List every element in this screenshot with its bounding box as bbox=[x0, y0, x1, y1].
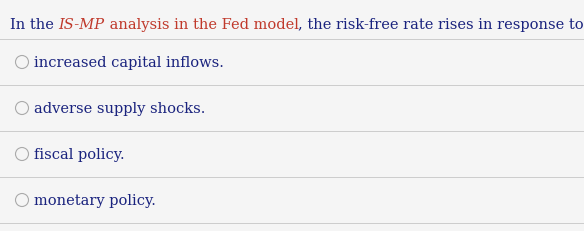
Text: IS-MP: IS-MP bbox=[58, 18, 105, 32]
Text: fiscal policy.: fiscal policy. bbox=[34, 147, 125, 161]
Text: adverse supply shocks.: adverse supply shocks. bbox=[34, 102, 206, 116]
Text: increased capital inflows.: increased capital inflows. bbox=[34, 56, 224, 70]
Text: , the risk-free rate rises in response to:: , the risk-free rate rises in response t… bbox=[298, 18, 584, 32]
Text: monetary policy.: monetary policy. bbox=[34, 193, 157, 207]
Text: analysis in the Fed model: analysis in the Fed model bbox=[105, 18, 298, 32]
Text: In the: In the bbox=[10, 18, 58, 32]
